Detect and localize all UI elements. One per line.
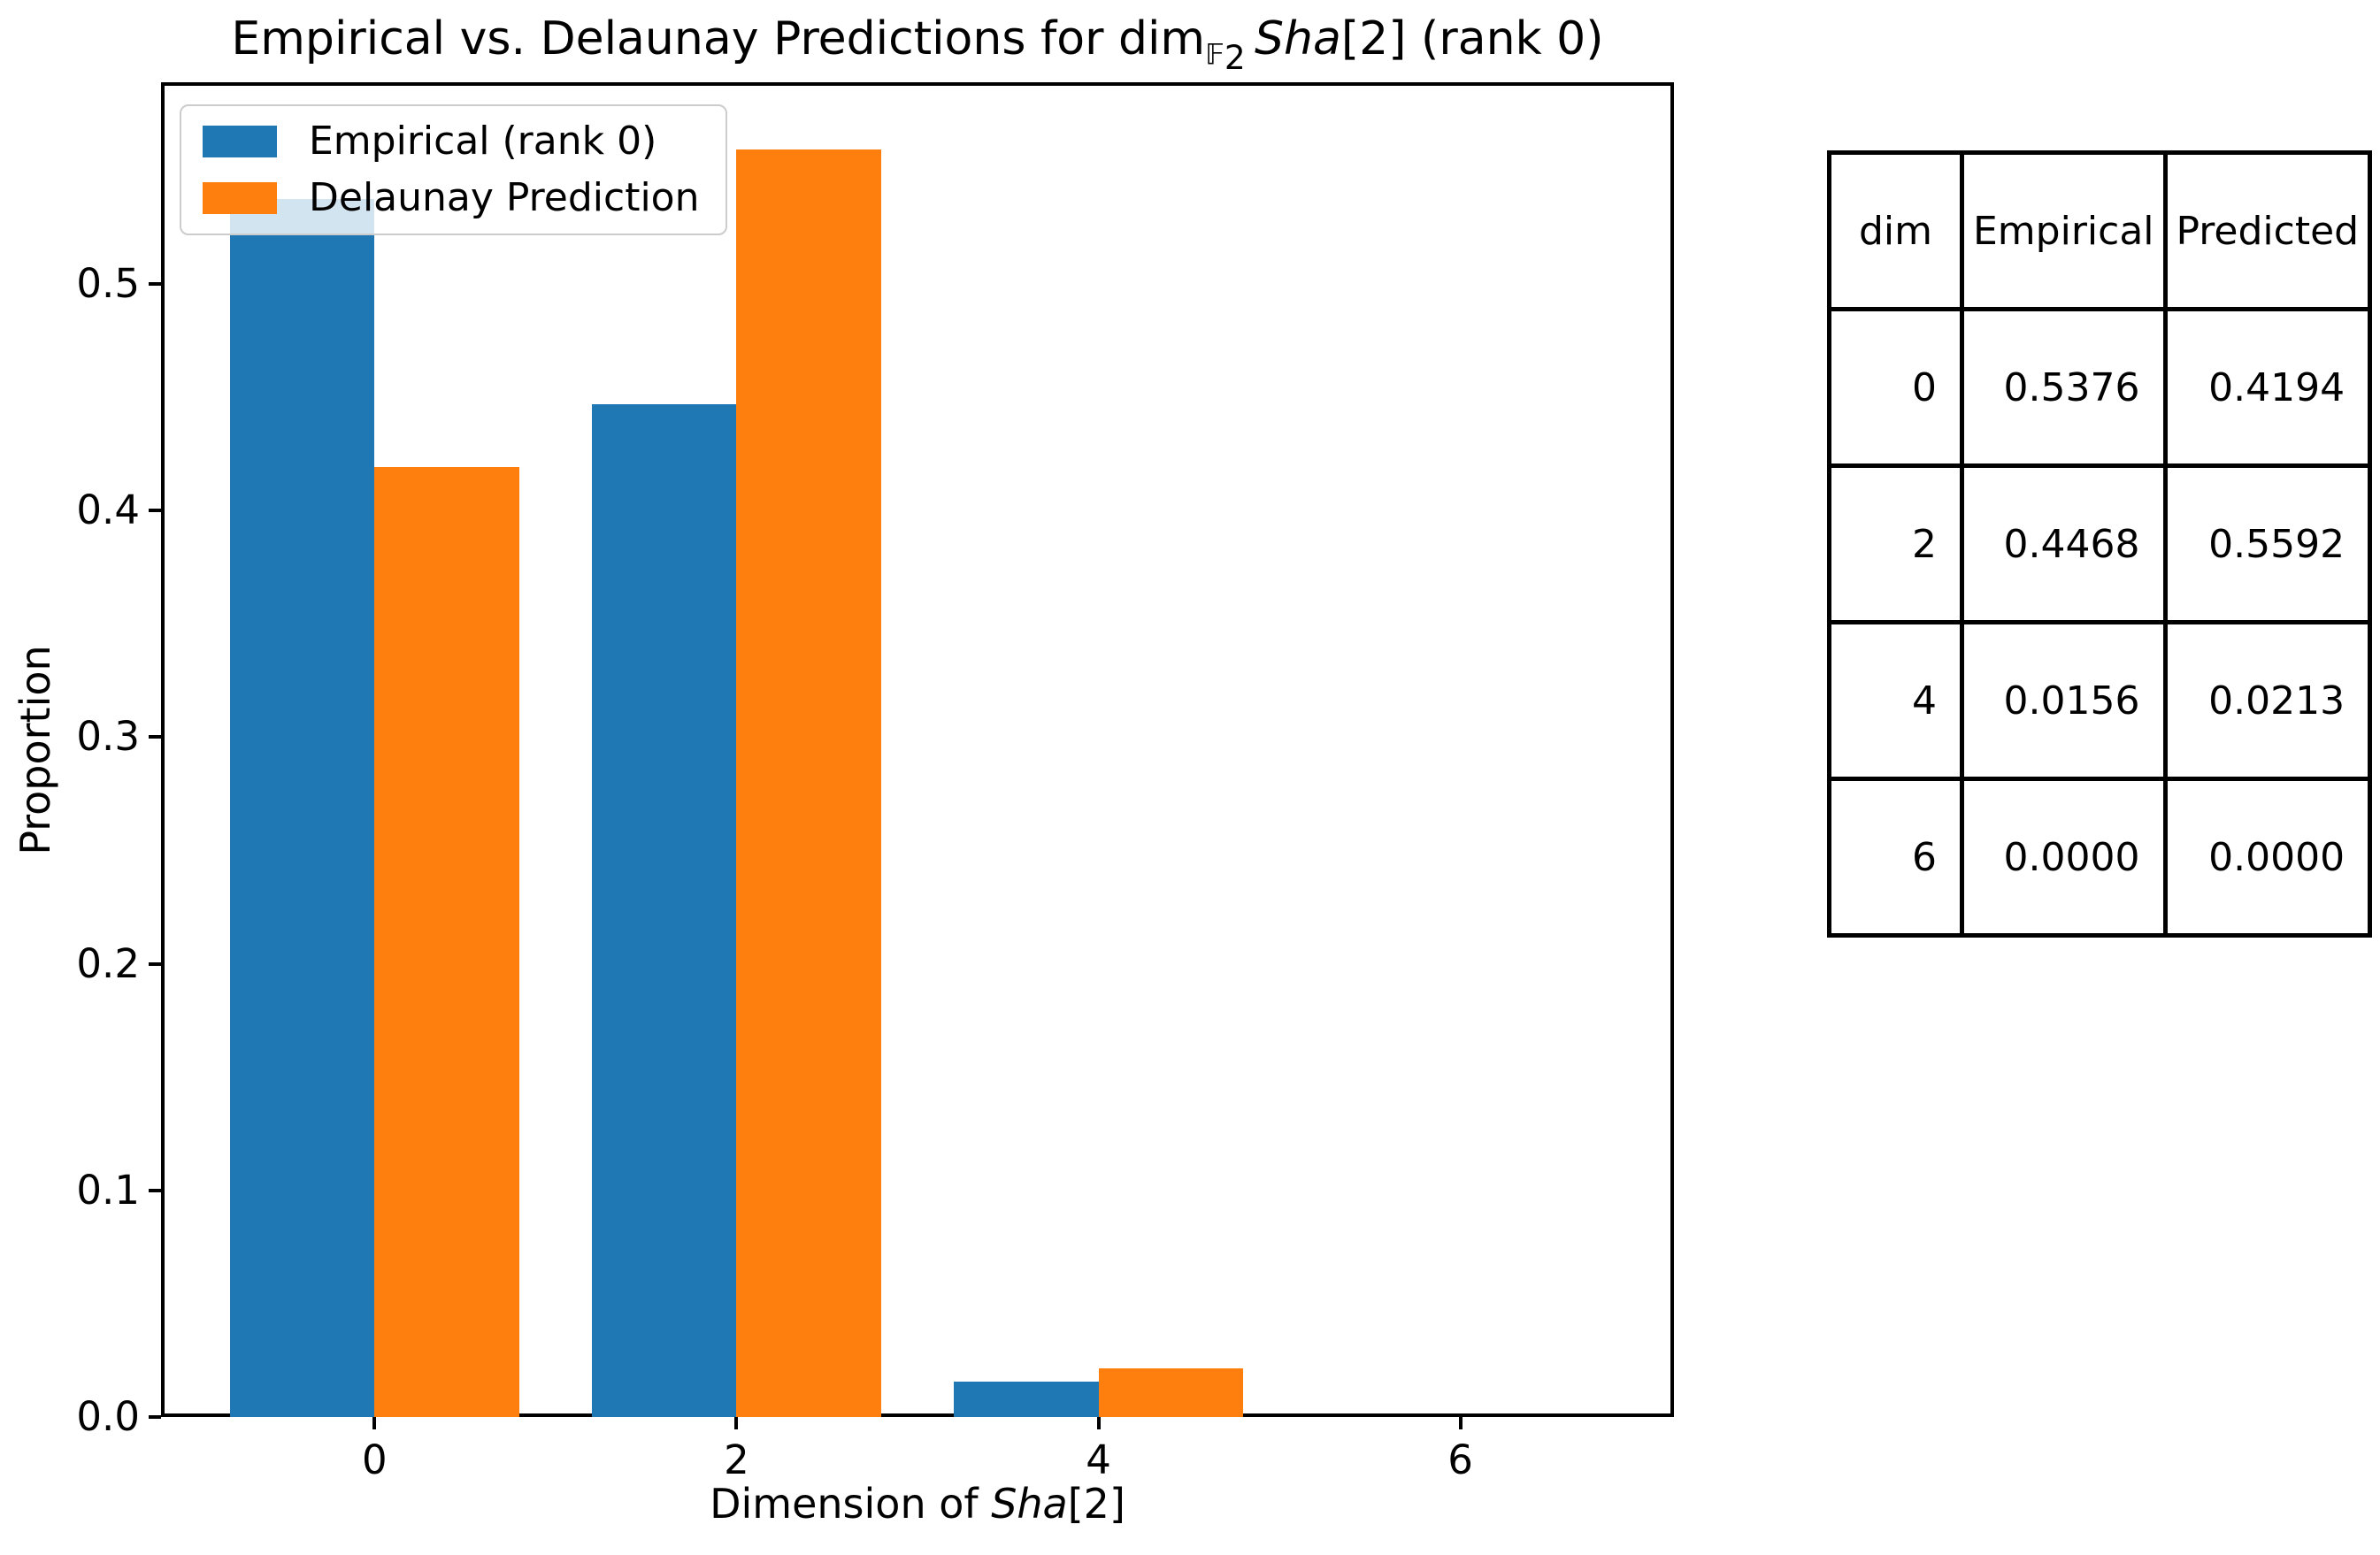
- chart-title-suffix: [2] (rank 0): [1340, 12, 1604, 65]
- x-axis-label-prefix: Dimension of: [710, 1480, 992, 1528]
- x-tick-mark-6: [1458, 1417, 1463, 1429]
- table-header-empirical: Empirical: [1960, 150, 2168, 311]
- table-row-dim4: 4 0.0156 0.0213: [1827, 620, 2373, 781]
- table-cell-r2-c1: 0.0156: [1960, 620, 2168, 781]
- legend-label-prediction: Delaunay Prediction: [309, 175, 700, 220]
- chart-title: Empirical vs. Delaunay Predictions for d…: [161, 11, 1674, 86]
- x-axis-label: Dimension of Sha[2]: [161, 1479, 1674, 1528]
- x-axis-label-sha: Sha: [991, 1480, 1068, 1528]
- y-tick-label-0.0: 0.0: [76, 1393, 140, 1440]
- table-header-row: dim Empirical Predicted: [1827, 150, 2373, 311]
- table-row-dim0: 0 0.5376 0.4194: [1827, 307, 2373, 468]
- y-tick-mark-0.5: [149, 282, 161, 286]
- legend-item-empirical: Empirical (rank 0): [203, 122, 699, 161]
- legend-item-prediction: Delaunay Prediction: [203, 179, 699, 218]
- y-tick-mark-0.4: [149, 509, 161, 513]
- x-tick-mark-0: [372, 1417, 377, 1429]
- table-cell-r0-c1: 0.5376: [1960, 307, 2168, 468]
- bar-prediction-dim4: [1098, 1368, 1244, 1417]
- y-tick-label-0.3: 0.3: [76, 713, 140, 761]
- chart-title-subscript-2: 2: [1224, 37, 1246, 77]
- table-cell-r1-c0: 2: [1827, 463, 1964, 624]
- x-tick-label-2: 2: [724, 1436, 749, 1483]
- table-cell-r3-c2: 0.0000: [2162, 777, 2373, 938]
- table-cell-r3-c1: 0.0000: [1960, 777, 2168, 938]
- legend-label-empirical: Empirical (rank 0): [309, 119, 657, 164]
- x-tick-mark-4: [1096, 1417, 1101, 1429]
- bar-empirical-dim4: [953, 1382, 1099, 1417]
- chart-title-space: [1246, 12, 1255, 65]
- x-tick-label-0: 0: [362, 1436, 388, 1483]
- summary-table: dim Empirical Predicted 0 0.5376 0.4194 2 0.…: [1827, 150, 2373, 938]
- table-cell-r1-c1: 0.4468: [1960, 463, 2168, 624]
- chart-title-subscript-f: 𝔽: [1205, 37, 1225, 72]
- y-tick-label-0.5: 0.5: [76, 260, 140, 307]
- chart-title-sha: Sha: [1255, 12, 1341, 65]
- chart-legend: Empirical (rank 0) Delaunay Prediction: [180, 104, 728, 235]
- y-tick-label-0.1: 0.1: [76, 1166, 140, 1214]
- table-cell-r3-c0: 6: [1827, 777, 1964, 938]
- chart-title-prefix: Empirical vs. Delaunay Predictions for d…: [231, 12, 1206, 65]
- table-row-dim2: 2 0.4468 0.5592: [1827, 463, 2373, 624]
- y-tick-mark-0.1: [149, 1188, 161, 1192]
- table-header-predicted: Predicted: [2162, 150, 2373, 311]
- bar-prediction-dim0: [374, 466, 519, 1417]
- y-tick-mark-0.3: [149, 735, 161, 739]
- table-cell-r2-c0: 4: [1827, 620, 1964, 781]
- table-header-dim: dim: [1827, 150, 1964, 311]
- x-axis-label-suffix: [2]: [1067, 1480, 1125, 1528]
- table-cell-r2-c2: 0.0213: [2162, 620, 2373, 781]
- x-tick-label-4: 4: [1086, 1436, 1111, 1483]
- y-tick-mark-0.0: [149, 1415, 161, 1419]
- bar-empirical-dim2: [591, 404, 737, 1417]
- y-tick-label-0.4: 0.4: [76, 486, 140, 534]
- legend-swatch-empirical-icon: [203, 126, 277, 157]
- legend-swatch-prediction-icon: [203, 182, 277, 214]
- y-tick-mark-0.2: [149, 961, 161, 966]
- table-cell-r0-c2: 0.4194: [2162, 307, 2373, 468]
- bar-prediction-dim2: [736, 149, 882, 1417]
- table-row-dim6: 6 0.0000 0.0000: [1827, 777, 2373, 938]
- table-cell-r0-c0: 0: [1827, 307, 1964, 468]
- x-tick-mark-2: [734, 1417, 739, 1429]
- x-tick-label-6: 6: [1447, 1436, 1473, 1483]
- table-cell-r1-c2: 0.5592: [2162, 463, 2373, 624]
- bar-empirical-dim0: [229, 198, 375, 1417]
- y-tick-label-0.2: 0.2: [76, 939, 140, 987]
